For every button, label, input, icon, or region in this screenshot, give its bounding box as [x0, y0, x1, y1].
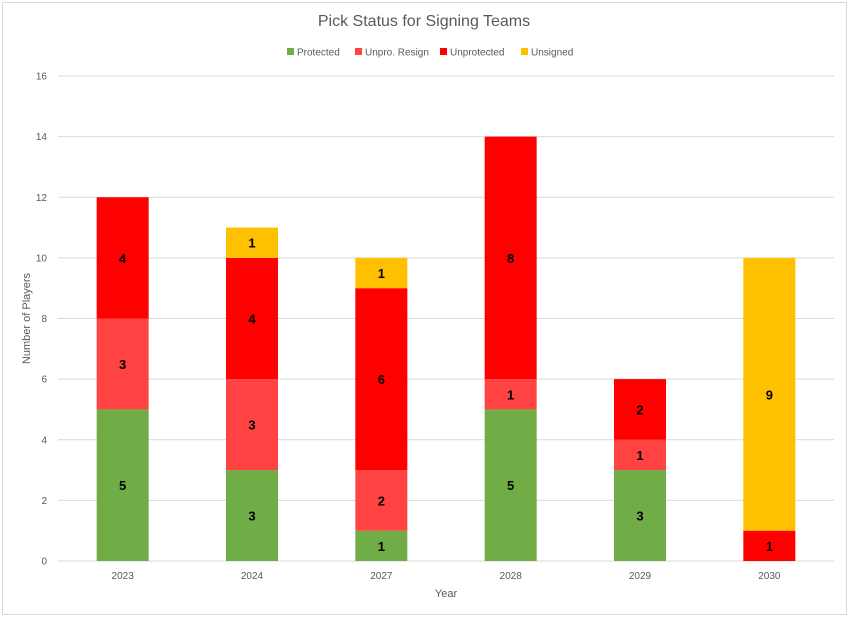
- bar-segment: [96, 318, 149, 410]
- y-tick-label: 12: [36, 193, 48, 204]
- y-tick-label: 16: [36, 72, 48, 83]
- y-tick-label: 4: [41, 435, 47, 446]
- gridlines: [58, 75, 834, 562]
- data-label: 1: [636, 448, 643, 463]
- x-tick-label: 2023: [112, 571, 135, 582]
- data-label: 6: [378, 372, 385, 387]
- y-tick-label: 2: [41, 496, 47, 507]
- data-label: 3: [119, 357, 126, 372]
- bar-segment: [743, 530, 796, 561]
- bar-segment: [355, 257, 408, 289]
- bar-segment: [226, 470, 278, 561]
- x-tick-label: 2030: [758, 571, 781, 582]
- data-label: 4: [119, 251, 127, 266]
- data-label: 2: [636, 402, 643, 417]
- y-tick-label: 8: [41, 314, 47, 325]
- x-tick-label: 2028: [500, 571, 523, 582]
- bar-segment: [484, 409, 537, 561]
- y-tick-label: 0: [41, 557, 47, 568]
- x-tick-label: 2027: [370, 571, 393, 582]
- bar-segment: [355, 288, 408, 471]
- bars: 5 3 4 3 3 4 1 1 2 6 1 5 1 8 3 1 2 1 9: [96, 136, 796, 561]
- data-label: 5: [119, 478, 126, 493]
- data-label: 5: [507, 478, 514, 493]
- y-axis-ticks: 0 2 4 6 8 10 12 14 16: [36, 72, 48, 568]
- bar-segment: [614, 470, 666, 561]
- bar-segment: [743, 257, 796, 531]
- y-tick-label: 6: [41, 375, 47, 386]
- bar-segment: [96, 197, 149, 319]
- data-label: 1: [507, 387, 514, 402]
- bar-segment: [226, 257, 278, 380]
- data-label: 3: [248, 418, 255, 433]
- legend-swatch: [355, 48, 362, 55]
- y-axis-title: Number of Players: [21, 272, 33, 364]
- data-label: 1: [766, 539, 773, 554]
- legend-swatch: [287, 48, 294, 55]
- legend-swatch: [521, 48, 528, 55]
- legend-label: Unprotected: [450, 48, 504, 59]
- legend-swatch: [440, 48, 447, 55]
- chart-title: Pick Status for Signing Teams: [318, 13, 530, 30]
- legend-label: Unsigned: [531, 48, 573, 59]
- bar-segment: [96, 409, 149, 561]
- legend: Protected Unpro. Resign Unprotected Unsigne…: [287, 48, 573, 59]
- bar-segment: [355, 530, 408, 561]
- legend-label: Protected: [297, 48, 340, 59]
- bar-segment: [614, 379, 666, 440]
- data-label: 9: [766, 387, 773, 402]
- x-tick-label: 2024: [241, 571, 264, 582]
- data-label: 2: [378, 493, 385, 508]
- bar-segment: [484, 379, 537, 410]
- data-label: 3: [636, 509, 643, 524]
- data-label: 4: [248, 312, 256, 327]
- legend-label: Unpro. Resign: [365, 48, 429, 59]
- bar-segment: [355, 470, 408, 531]
- y-tick-label: 10: [36, 253, 48, 264]
- x-tick-label: 2029: [629, 571, 652, 582]
- data-label: 1: [378, 266, 385, 281]
- x-axis-ticks: 2023 2024 2027 2028 2029 2030: [112, 571, 781, 582]
- data-label: 3: [248, 509, 255, 524]
- bar-segment: [226, 379, 278, 471]
- bar-segment: [484, 136, 537, 380]
- y-tick-label: 14: [36, 132, 48, 143]
- data-label: 8: [507, 251, 514, 266]
- x-axis-title: Year: [435, 588, 458, 600]
- data-label: 1: [248, 236, 255, 251]
- bar-segment: [614, 439, 666, 471]
- data-label: 1: [378, 539, 385, 554]
- bar-segment: [226, 227, 278, 258]
